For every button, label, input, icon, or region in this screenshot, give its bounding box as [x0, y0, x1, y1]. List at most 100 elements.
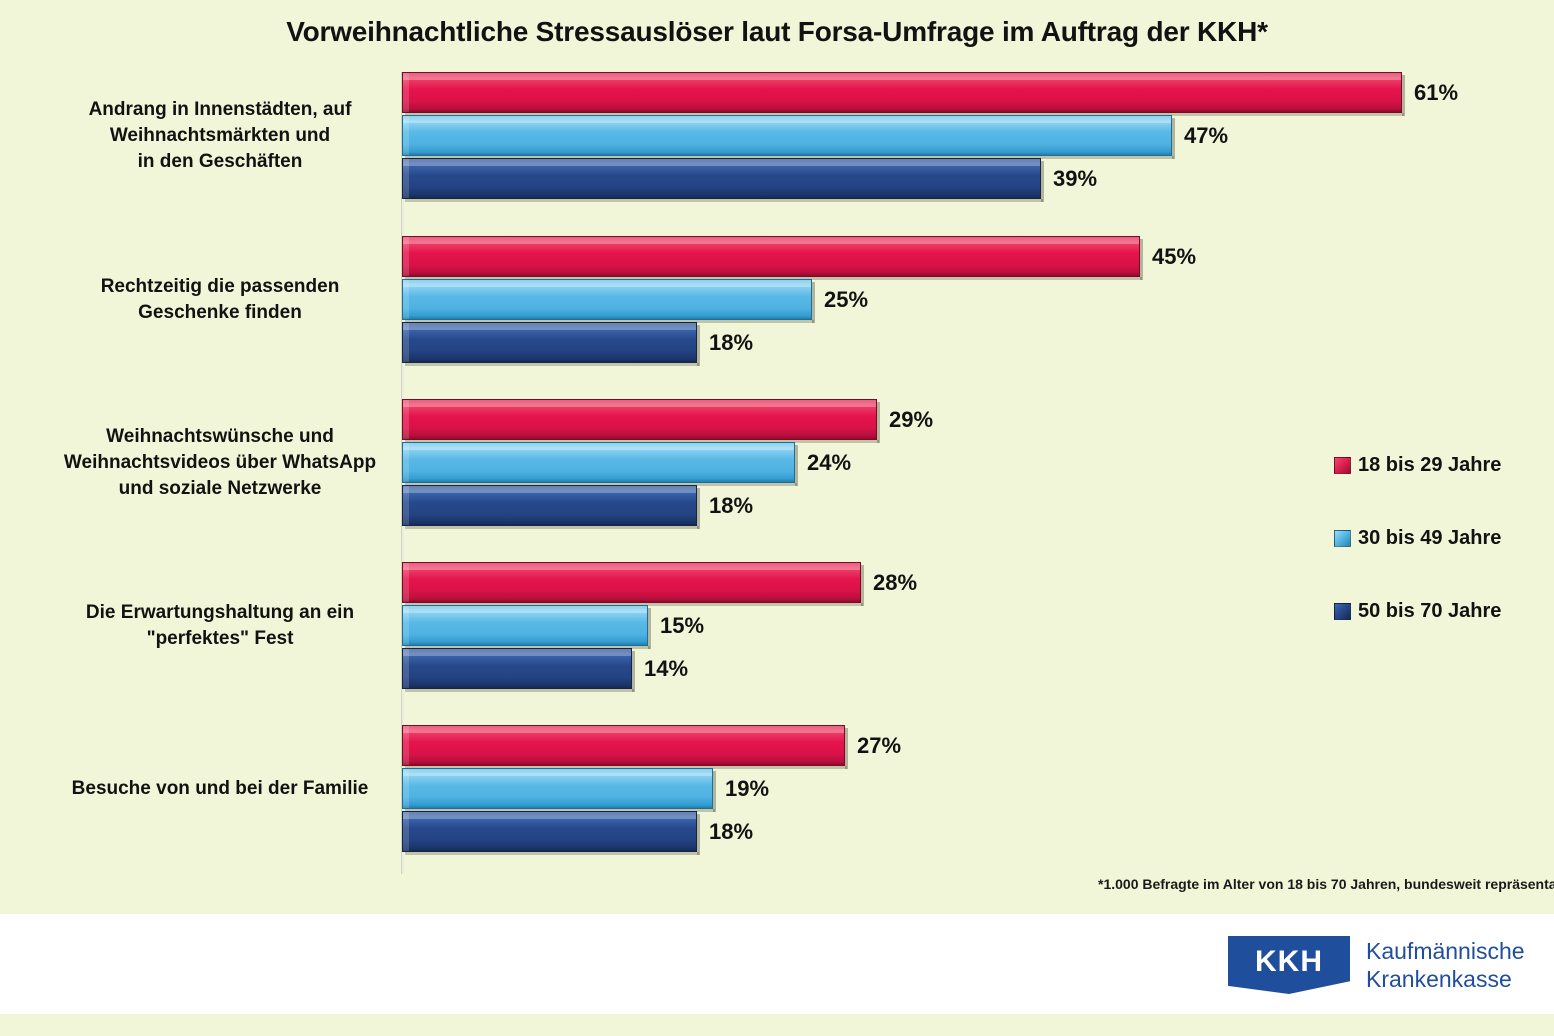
- legend-item-30-49[interactable]: 30 bis 49 Jahre: [1334, 525, 1544, 551]
- bar-end-shadow: [697, 814, 700, 855]
- kkh-logo-mark-icon: KKH: [1228, 936, 1350, 994]
- legend-label-50-70: 50 bis 70 Jahre: [1358, 599, 1502, 622]
- bar-row: 18%: [402, 322, 1551, 366]
- bar-end-shadow: [648, 608, 651, 649]
- bar-value-label: 29%: [889, 406, 934, 432]
- bar-face: [402, 279, 812, 320]
- bar[interactable]: [402, 811, 700, 855]
- bar-end-shadow: [845, 728, 848, 769]
- bar-drop-shadow: [405, 526, 699, 529]
- bar[interactable]: [402, 605, 651, 649]
- bar-value-label: 19%: [725, 775, 770, 801]
- category-label-line: Die Erwartungshaltung an ein: [85, 602, 355, 623]
- legend-label-18-29: 18 bis 29 Jahre: [1358, 453, 1502, 476]
- bar-drop-shadow: [405, 852, 699, 855]
- bar[interactable]: [402, 725, 848, 769]
- bar-value-label: 39%: [1053, 165, 1098, 191]
- legend-swatch-icon-50-70: [1334, 602, 1351, 620]
- kkh-logo-text: KKH: [1255, 945, 1323, 978]
- bar-row: 61%: [402, 72, 1551, 116]
- bar-end-shadow: [812, 282, 815, 323]
- bar-value-label: 18%: [709, 818, 754, 844]
- legend-item-50-70[interactable]: 50 bis 70 Jahre: [1334, 598, 1544, 624]
- bar-face: [402, 72, 1402, 113]
- bar-value-label: 15%: [660, 612, 705, 638]
- bar-end-shadow: [1041, 161, 1044, 202]
- category-label-line: "perfektes" Fest: [146, 628, 294, 650]
- kkh-logo-shape: [1228, 936, 1350, 994]
- kkh-logo-wordmark-line1: Kaufmännische: [1366, 938, 1525, 964]
- bar-end-shadow: [713, 771, 716, 812]
- bar-value-label: 45%: [1152, 243, 1197, 269]
- category-label-line: Weihnachtsvideos über WhatsApp: [63, 452, 377, 474]
- category-label: Besuche von und bei der Familie: [55, 776, 385, 802]
- bar-value-label: 61%: [1414, 79, 1459, 105]
- bar-row: 18%: [402, 811, 1551, 855]
- bar[interactable]: [402, 399, 880, 443]
- legend-label-30-49: 30 bis 49 Jahre: [1358, 526, 1502, 549]
- bar-face: [402, 399, 877, 440]
- bar-face: [402, 115, 1172, 156]
- kkh-logo-wordmark-line2: Krankenkasse: [1366, 966, 1512, 993]
- bar-end-shadow: [1140, 239, 1143, 280]
- category-label-line: Weihnachtswünsche und: [106, 426, 334, 447]
- category-label-line: Besuche von und bei der Familie: [71, 778, 369, 799]
- bar-end-shadow: [877, 402, 880, 443]
- bar-group: 61% 47% 39%: [402, 72, 1551, 202]
- bar-end-shadow: [697, 325, 700, 366]
- bar-face: [402, 158, 1041, 199]
- bar[interactable]: [402, 115, 1175, 159]
- legend: 18 bis 29 Jahre 30 bis 49 Jahre 50 bis 7…: [1334, 452, 1544, 671]
- bar-value-label: 28%: [873, 569, 918, 595]
- legend-swatch-icon-18-29: [1334, 456, 1351, 474]
- category-label-line: und soziale Netzwerke: [118, 478, 322, 500]
- kkh-logo-wordmark: Kaufmännische Krankenkasse: [1366, 936, 1525, 993]
- bar-value-label: 14%: [644, 655, 689, 681]
- bar-face: [402, 442, 795, 483]
- bar[interactable]: [402, 279, 815, 323]
- bar[interactable]: [402, 562, 864, 606]
- bar-value-label: 47%: [1184, 122, 1229, 148]
- bar-face: [402, 236, 1140, 277]
- bar-row: 45%: [402, 236, 1551, 280]
- page-title: Vorweihnachtliche Stressauslöser laut Fo…: [286, 16, 1268, 47]
- bar-face: [402, 768, 713, 809]
- bar[interactable]: [402, 322, 700, 366]
- bottom-strip: [0, 1014, 1554, 1036]
- bar-end-shadow: [697, 488, 700, 529]
- bar-value-label: 25%: [824, 286, 869, 312]
- bar-value-label: 18%: [709, 329, 754, 355]
- footnote: *1.000 Befragte im Alter von 18 bis 70 J…: [1098, 876, 1554, 892]
- category-label-line: Andrang in Innenstädten, auf: [88, 99, 352, 120]
- bar[interactable]: [402, 648, 635, 692]
- bar-face: [402, 725, 845, 766]
- bar-face: [402, 648, 632, 689]
- bar-face: [402, 605, 648, 646]
- bar[interactable]: [402, 158, 1044, 202]
- category-label: Andrang in Innenstädten, auf Weihnachtsmä…: [55, 97, 385, 176]
- bar[interactable]: [402, 442, 798, 486]
- category-label: Rechtzeitig die passenden Geschenke finde…: [55, 274, 385, 326]
- category-label-line: Rechtzeitig die passenden: [100, 276, 340, 297]
- bar-group: 27% 19% 18%: [402, 725, 1551, 855]
- bar-drop-shadow: [405, 689, 634, 692]
- bar-end-shadow: [1172, 118, 1175, 159]
- bar-end-shadow: [795, 445, 798, 486]
- bar-face: [402, 485, 697, 526]
- bar-drop-shadow: [405, 199, 1043, 202]
- legend-item-18-29[interactable]: 18 bis 29 Jahre: [1334, 452, 1544, 478]
- bar[interactable]: [402, 236, 1143, 280]
- category-label-line: Weihnachtsmärkten und: [109, 125, 331, 147]
- bar[interactable]: [402, 768, 716, 812]
- bar-group: 29% 24% 18%: [402, 399, 1551, 529]
- bar-end-shadow: [632, 651, 635, 692]
- category-label: Weihnachtswünsche und Weihnachtsvideos üb…: [55, 424, 385, 503]
- bar[interactable]: [402, 72, 1405, 116]
- bar-row: 39%: [402, 158, 1551, 202]
- bar-end-shadow: [1402, 75, 1405, 116]
- category-label: Die Erwartungshaltung an ein "perfektes" …: [55, 600, 385, 652]
- bar[interactable]: [402, 485, 700, 529]
- bar-value-label: 24%: [807, 449, 852, 475]
- legend-swatch-icon-30-49: [1334, 529, 1351, 547]
